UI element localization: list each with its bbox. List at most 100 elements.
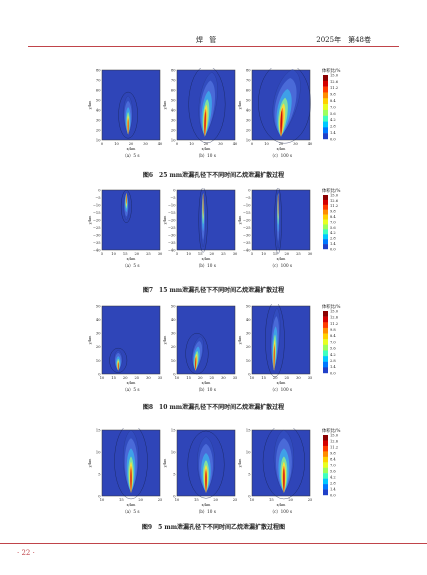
x-axis-label: x/km [277,381,286,385]
x-tick-label: 0 [101,142,104,146]
y-tick-label: −10 [93,203,101,207]
y-axis-label: y/km [163,458,167,468]
y-tick-label: −25 [243,226,251,230]
colorbar-tick-label: 7.0 [330,463,336,467]
x-tick-label: 25 [285,376,290,380]
y-tick-label: 15 [246,428,251,432]
figure-caption: 图6 25 mm泄漏孔径下不同时间乙烷泄漏扩散过程 [142,172,285,179]
y-tick-label: −5 [95,196,101,200]
x-axis-label: x/km [127,257,136,261]
colorbar-title: 体积比/% [322,304,340,310]
y-tick-label: −5 [245,196,251,200]
y-tick-label: 5 [248,472,251,476]
y-tick-label: 30 [246,332,251,336]
y-tick-label: 0 [173,372,176,376]
x-tick-label: 30 [293,142,298,146]
x-axis-label: x/km [277,503,286,507]
y-tick-label: 0 [98,372,101,376]
colorbar-swatch [323,98,328,105]
colorbar-swatch [323,195,328,201]
colorbar-tick-label: 9.8 [330,93,336,97]
y-axis-label: y/km [163,100,167,110]
y-tick-label: −20 [243,218,251,222]
y-tick-label: 10 [246,450,251,454]
y-tick-label: 50 [96,98,101,102]
subfigure-label: （a）5 s [122,153,140,158]
colorbar-tick-label: 0.0 [330,371,336,375]
x-tick-label: 20 [288,498,293,502]
y-tick-label: 0 [248,494,251,498]
footer-rule [0,543,427,544]
colorbar-swatch [323,209,328,215]
x-tick-label: 10 [100,498,105,502]
y-axis-label: y/km [163,215,167,225]
y-tick-label: 30 [171,332,176,336]
colorbar-tick-label: 9.8 [330,210,336,214]
y-tick-label: 60 [96,88,101,92]
x-tick-label: 5 [101,252,104,256]
colorbar-swatch [323,356,328,362]
colorbar-tick-label: 5.6 [330,469,336,473]
figure-caption: 图8 10 mm泄漏孔径下不同时间乙烷泄漏扩散过程 [142,404,285,411]
x-tick-label: 35 [158,376,163,380]
colorbar-tick-label: 12.6 [330,199,339,203]
y-tick-label: 40 [171,108,176,112]
y-tick-label: −25 [93,226,101,230]
figure-caption: 图7 15 mm泄漏孔径下不同时间乙烷泄漏扩散过程 [142,287,285,294]
colorbar-tick-label: 1.4 [330,131,336,135]
y-tick-label: −35 [243,241,251,245]
colorbar-tick-label: 0.0 [330,247,336,251]
x-tick-label: 10 [175,376,180,380]
subfigure-label: （b）10 s [196,509,216,514]
y-tick-label: 10 [246,359,251,363]
colorbar-swatch [323,473,328,479]
colorbar-tick-label: 4.2 [330,231,336,235]
y-tick-label: −20 [168,218,176,222]
y-tick-label: 10 [96,450,101,454]
y-tick-label: 0 [248,188,251,192]
colorbar-tick-label: 5.6 [330,112,336,116]
colorbar-tick-label: 7.0 [330,220,336,224]
colorbar-tick-label: 8.4 [330,99,336,103]
figure-caption: 图9 5 mm泄漏孔径下不同时间乙烷泄漏扩散过程图 [141,524,286,531]
colorbar-swatch [323,350,328,357]
x-tick-label: 35 [233,376,238,380]
x-tick-label: 20 [204,142,209,146]
y-tick-label: 40 [246,108,251,112]
y-tick-label: 20 [171,128,176,132]
colorbar-swatch [323,127,328,134]
colorbar-swatch [323,115,328,122]
y-tick-label: 10 [96,359,101,363]
x-tick-label: 20 [129,142,134,146]
colorbar-tick-label: 5.6 [330,226,336,230]
y-tick-label: 30 [96,332,101,336]
y-tick-label: 10 [96,138,101,142]
colorbar-tick-label: 4.2 [330,118,336,122]
issue-info: 2025年 第48卷 [316,36,371,44]
x-tick-label: 25 [296,252,301,256]
y-axis-label: y/km [238,100,242,110]
colorbar-tick-label: 1.4 [330,242,336,246]
colorbar-swatch [323,311,328,317]
y-tick-label: 0 [173,188,176,192]
contour-plot: 0 −5 −10 −15 −20 −25 −30 −35 −405 10 15 20 25 30 x/km y… [238,188,313,261]
y-tick-label: 40 [171,318,176,322]
colorbar-swatch [323,244,328,250]
x-tick-label: 15 [123,252,128,256]
y-tick-label: 60 [246,88,251,92]
x-tick-label: 0 [176,142,179,146]
colorbar-tick-label: 1.4 [330,487,336,491]
y-tick-label: 50 [246,304,251,308]
x-tick-label: 15 [273,252,278,256]
y-tick-label: 50 [171,304,176,308]
subfigure-label: （a）5 s [122,509,140,514]
y-tick-label: 80 [246,68,251,72]
colorbar-swatch [323,86,328,93]
y-tick-label: 70 [246,78,251,82]
x-tick-label: 30 [146,376,151,380]
contour-plot: 0 −5 −10 −15 −20 −25 −30 −35 −405 10 15 20 25 30 x/km y… [163,188,238,261]
y-tick-label: −10 [243,203,251,207]
y-axis-label: y/km [88,100,92,110]
x-tick-label: 30 [308,252,313,256]
